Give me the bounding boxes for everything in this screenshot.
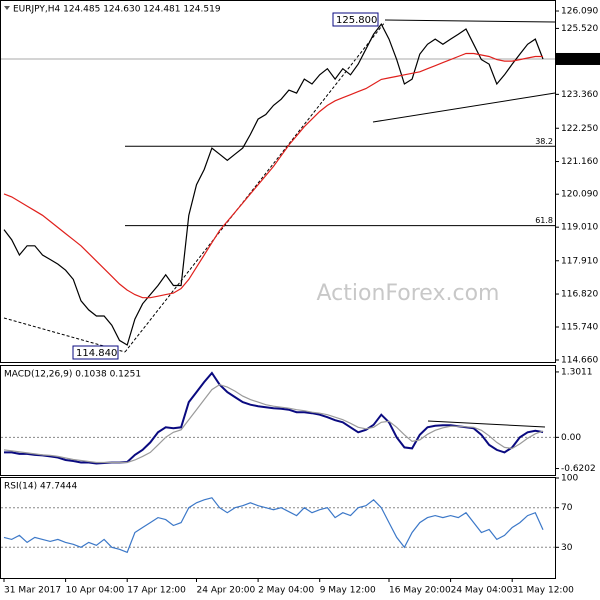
panel-title: RSI(14) 47.7444 bbox=[4, 482, 77, 492]
trendline bbox=[3, 317, 126, 353]
series-line bbox=[4, 371, 544, 465]
price-annotation: 125.800 bbox=[336, 15, 377, 26]
watermark: ActionForex.com bbox=[317, 281, 500, 306]
macd-trendline bbox=[427, 420, 546, 428]
series-line bbox=[3, 383, 544, 464]
y-tick-label: 120.090 bbox=[561, 190, 598, 200]
last-price-label: 124.519 bbox=[561, 54, 598, 64]
symbol-icon bbox=[4, 6, 10, 10]
x-tick-label: 17 Apr 12:00 bbox=[127, 586, 186, 596]
x-tick-label: 31 May 12:00 bbox=[512, 586, 574, 596]
macd-panel bbox=[0, 365, 556, 476]
y-tick-label: 70 bbox=[561, 503, 573, 513]
y-tick-label: 100 bbox=[561, 474, 578, 484]
y-tick-label: 125.520 bbox=[561, 24, 598, 34]
x-tick-label: 31 Mar 2017 bbox=[4, 586, 61, 596]
y-tick-label: 122.250 bbox=[561, 124, 598, 134]
price-annotation: 114.840 bbox=[76, 348, 117, 359]
price-annotation-box bbox=[72, 345, 119, 360]
y-tick-label: -0.6202 bbox=[561, 464, 596, 474]
panel-title: EURJPY,H4 124.485 124.630 124.481 124.51… bbox=[13, 5, 221, 15]
trendline bbox=[372, 92, 556, 123]
x-tick-label: 16 May 20:00 bbox=[389, 586, 451, 596]
y-tick-label: 115.740 bbox=[561, 323, 598, 333]
x-tick-label: 24 Apr 20:00 bbox=[197, 586, 256, 596]
price-panel bbox=[0, 0, 556, 363]
fib-label: 38.2 bbox=[535, 137, 553, 146]
y-tick-label: 116.820 bbox=[561, 290, 598, 300]
fib-label: 61.8 bbox=[535, 216, 553, 225]
y-tick-label: 121.160 bbox=[561, 157, 598, 167]
x-tick-label: 10 Apr 04:00 bbox=[66, 586, 125, 596]
series-line bbox=[3, 52, 543, 299]
x-tick-label: 2 May 04:00 bbox=[258, 586, 314, 596]
series-line bbox=[3, 22, 544, 346]
last-price-box bbox=[556, 52, 600, 65]
price-annotation-box bbox=[332, 12, 379, 27]
y-tick-label: 126.090 bbox=[561, 7, 598, 17]
y-tick-label: 117.910 bbox=[561, 256, 598, 266]
trendline bbox=[124, 21, 386, 353]
trendline bbox=[384, 19, 556, 23]
y-tick-label: 119.010 bbox=[561, 223, 598, 233]
x-tick-label: 24 May 04:00 bbox=[451, 586, 513, 596]
series-line bbox=[3, 497, 544, 554]
y-tick-label: 30 bbox=[561, 543, 573, 553]
panel-title: MACD(12,26,9) 0.1038 0.1251 bbox=[4, 370, 141, 380]
y-tick-label: 0.00 bbox=[561, 433, 581, 443]
rsi-panel bbox=[0, 477, 556, 579]
y-tick-label: 1.3011 bbox=[561, 367, 593, 377]
y-tick-label: 123.360 bbox=[561, 90, 598, 100]
x-tick-label: 9 May 12:00 bbox=[320, 586, 376, 596]
y-tick-label: 114.660 bbox=[561, 355, 598, 365]
